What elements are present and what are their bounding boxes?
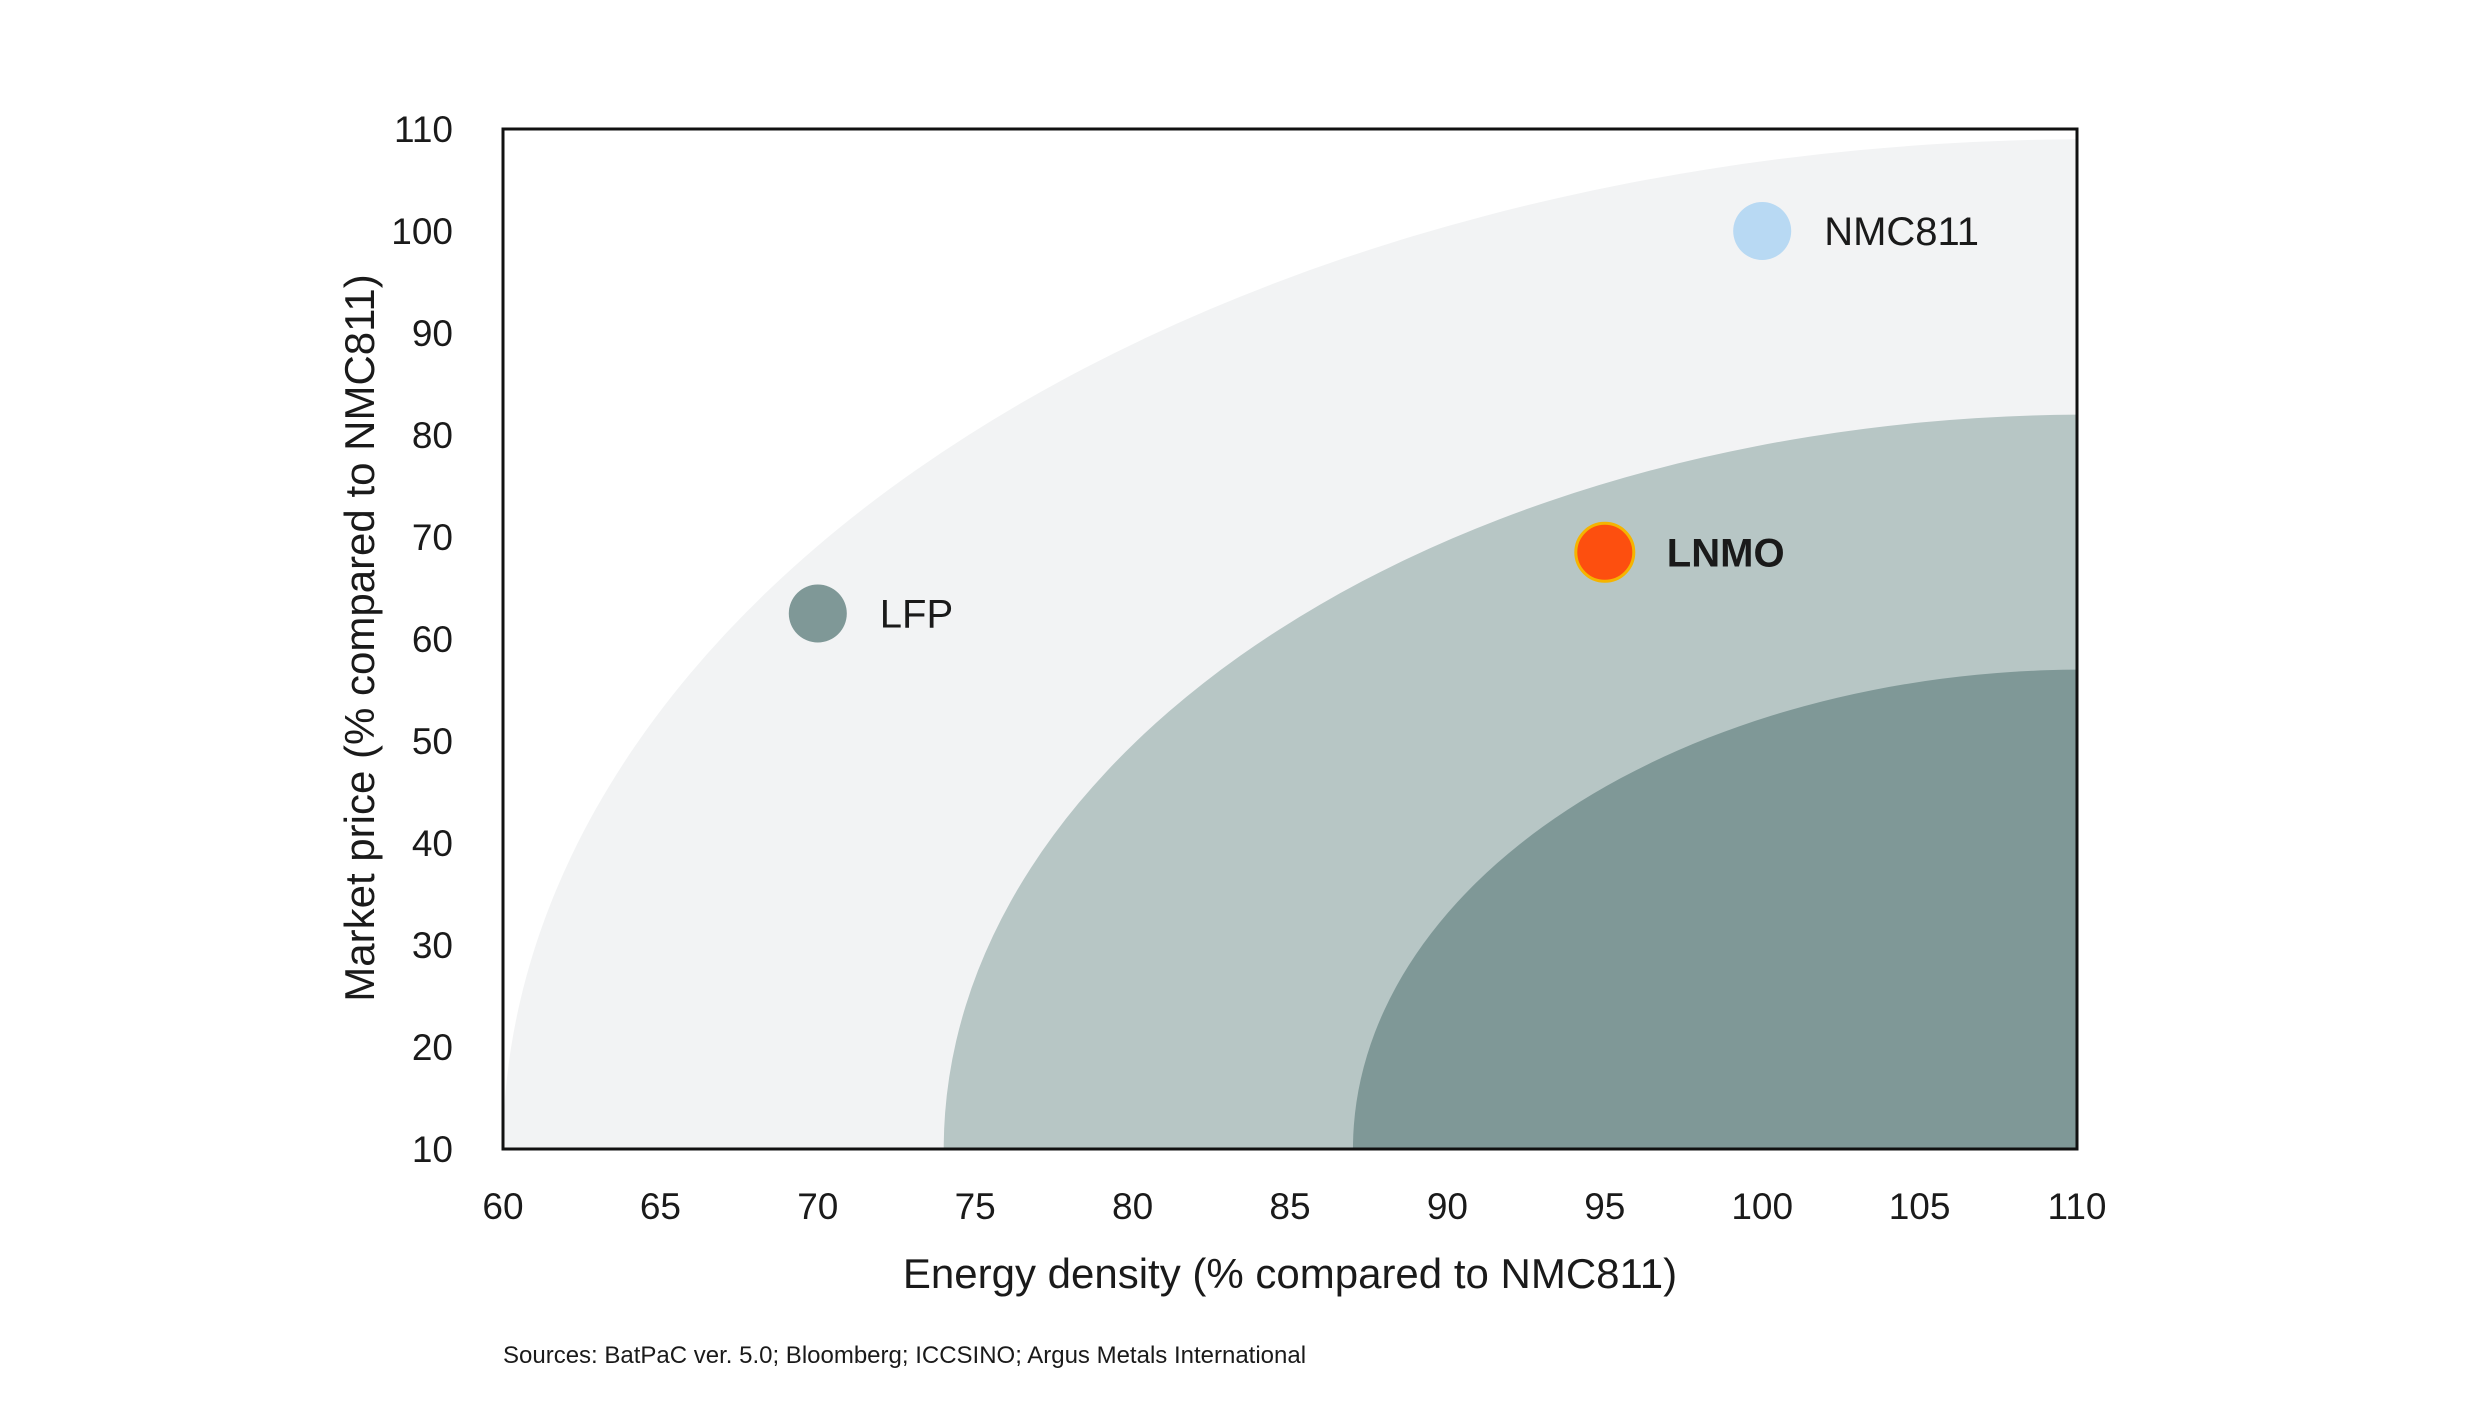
x-tick-label: 70 (797, 1186, 838, 1227)
y-axis-title: Market price (% compared to NMC811) (336, 274, 383, 1001)
y-tick-label: 10 (412, 1129, 453, 1170)
y-tick-label: 60 (412, 619, 453, 660)
x-tick-label: 75 (955, 1186, 996, 1227)
x-tick-label: 90 (1427, 1186, 1468, 1227)
point-lfp (788, 584, 847, 643)
x-tick-label: 110 (2048, 1186, 2107, 1227)
y-tick-label: 30 (412, 925, 453, 966)
x-tick-label: 80 (1112, 1186, 1153, 1227)
x-axis-ticks: 60 65 70 75 80 85 90 95 100 105 110 (482, 1186, 2106, 1227)
y-tick-label: 80 (412, 415, 453, 456)
y-tick-label: 100 (391, 211, 453, 252)
background-zones (503, 139, 2077, 1149)
x-tick-label: 60 (482, 1186, 523, 1227)
x-axis-title: Energy density (% compared to NMC811) (903, 1250, 1677, 1297)
point-lnmo (1574, 521, 1636, 583)
y-tick-label: 90 (412, 313, 453, 354)
y-tick-label: 20 (412, 1027, 453, 1068)
x-tick-label: 105 (1889, 1186, 1951, 1227)
y-tick-label: 40 (412, 823, 453, 864)
plot-frame (501, 127, 2079, 1151)
y-tick-label: 70 (412, 517, 453, 558)
x-tick-label: 95 (1584, 1186, 1625, 1227)
x-tick-label: 85 (1269, 1186, 1310, 1227)
y-tick-label: 110 (394, 109, 453, 150)
source-note: Sources: BatPaC ver. 5.0; Bloomberg; ICC… (503, 1342, 1307, 1369)
point-label-lfp: LFP (880, 593, 953, 637)
x-tick-label: 65 (640, 1186, 681, 1227)
x-tick-label: 100 (1731, 1186, 1793, 1227)
zone-3 (1352, 669, 2077, 1149)
y-axis-ticks: 10 20 30 40 50 60 70 80 90 100 110 (391, 109, 453, 1170)
point-nmc811 (1733, 202, 1792, 260)
point-label-lnmo: LNMO (1667, 531, 1785, 575)
data-points: NMC811 LNMO LFP (788, 202, 1979, 643)
y-tick-label: 50 (412, 721, 453, 762)
point-label-nmc811: NMC811 (1824, 210, 1979, 254)
